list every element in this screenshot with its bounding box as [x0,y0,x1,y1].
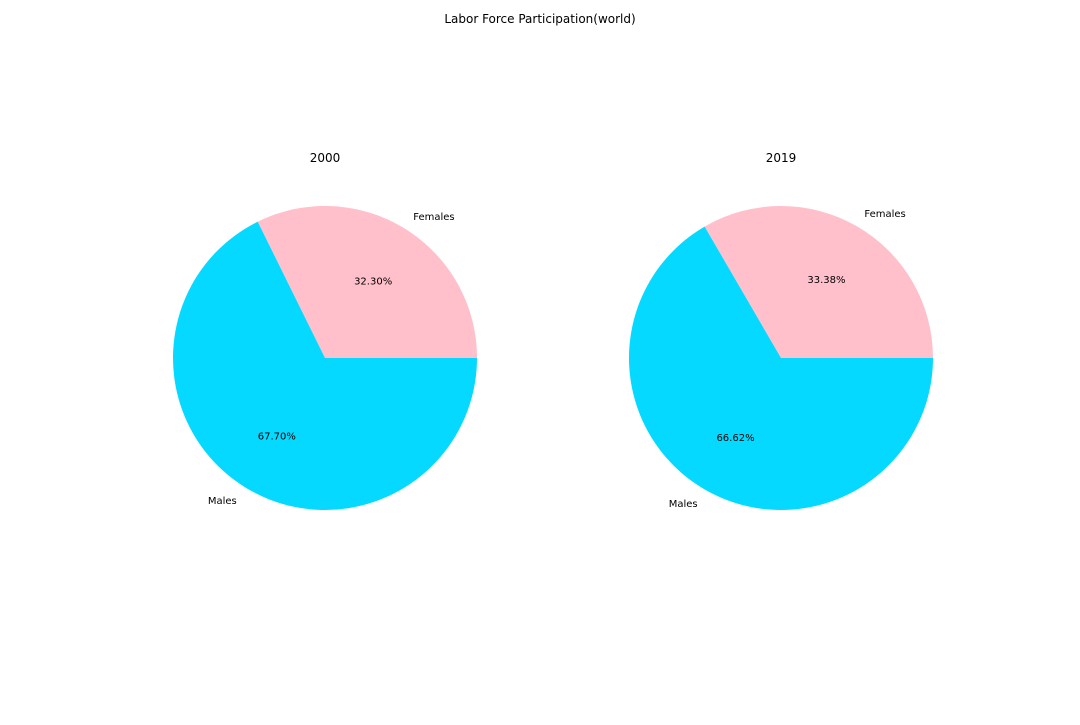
figure-title: Labor Force Participation(world) [444,12,636,26]
pie-chart-2000: 2000 Females 32.30% Males 67.70% [173,151,477,510]
slice-label: Males [669,499,698,510]
pie-chart-2019: 2019 Females 33.38% Males 66.62% [629,151,933,511]
slice-percent-label: 33.38% [807,275,845,286]
pie-slice-females [257,205,477,358]
slice-label: Females [413,212,454,223]
pie-slice-males [173,221,477,510]
slice-percent-label: 32.30% [354,277,392,288]
slice-label: Males [208,496,237,507]
slice-percent-label: 67.70% [258,431,296,442]
pie-title: 2000 [310,151,341,165]
pie-title: 2019 [766,151,797,165]
pie-slice-males [629,226,933,511]
slice-percent-label: 66.62% [716,433,754,444]
pie-slice-females [704,206,933,358]
slice-label: Females [864,209,905,220]
